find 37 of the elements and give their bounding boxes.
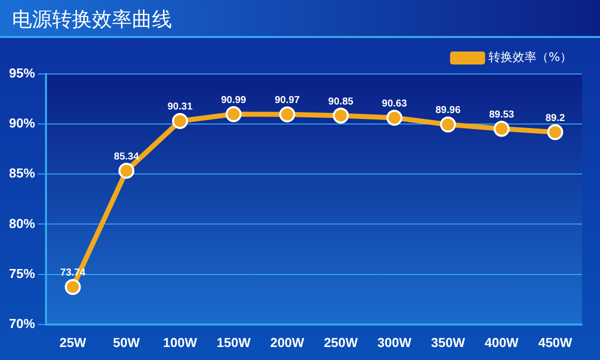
x-tick-label: 50W (113, 334, 141, 350)
data-label: 90.85 (328, 96, 354, 108)
x-tick-label: 200W (270, 334, 305, 350)
y-tick-label: 80% (8, 216, 36, 231)
data-label: 89.2 (545, 112, 566, 124)
data-label: 90.97 (274, 95, 300, 106)
point (332, 108, 349, 124)
x-tick-label: 300W (377, 334, 412, 350)
point (226, 106, 242, 122)
x-tick-label: 450W (538, 334, 573, 350)
data-label: 85.34 (114, 152, 140, 163)
y-tick-label: 85% (8, 166, 36, 181)
data-label: 90.99 (221, 94, 247, 106)
x-tick-label: 150W (216, 334, 252, 350)
point (440, 116, 456, 132)
y-tick-label: 95% (8, 66, 36, 81)
x-tick-label: 250W (324, 334, 359, 350)
chart-title: 电源转换效率曲线 (0, 0, 600, 38)
point (172, 112, 188, 129)
y-tick-label: 70% (8, 316, 36, 331)
point (386, 110, 402, 126)
legend-label: 转换效率（%） (488, 50, 572, 64)
x-tick-label: 25W (59, 334, 87, 350)
x-tick-label: 400W (484, 334, 520, 350)
data-label: 89.96 (435, 105, 461, 116)
point (118, 162, 134, 179)
y-tick-label: 90% (8, 116, 36, 131)
point (494, 120, 510, 137)
x-tick-label: 350W (431, 334, 466, 350)
point (547, 124, 564, 140)
data-label: 90.31 (168, 102, 193, 113)
y-tick-label: 75% (8, 266, 36, 281)
data-label: 89.53 (489, 110, 515, 121)
x-tick-label: 100W (163, 334, 198, 350)
data-label: 90.63 (382, 98, 408, 110)
point (64, 278, 81, 295)
point (279, 106, 296, 122)
